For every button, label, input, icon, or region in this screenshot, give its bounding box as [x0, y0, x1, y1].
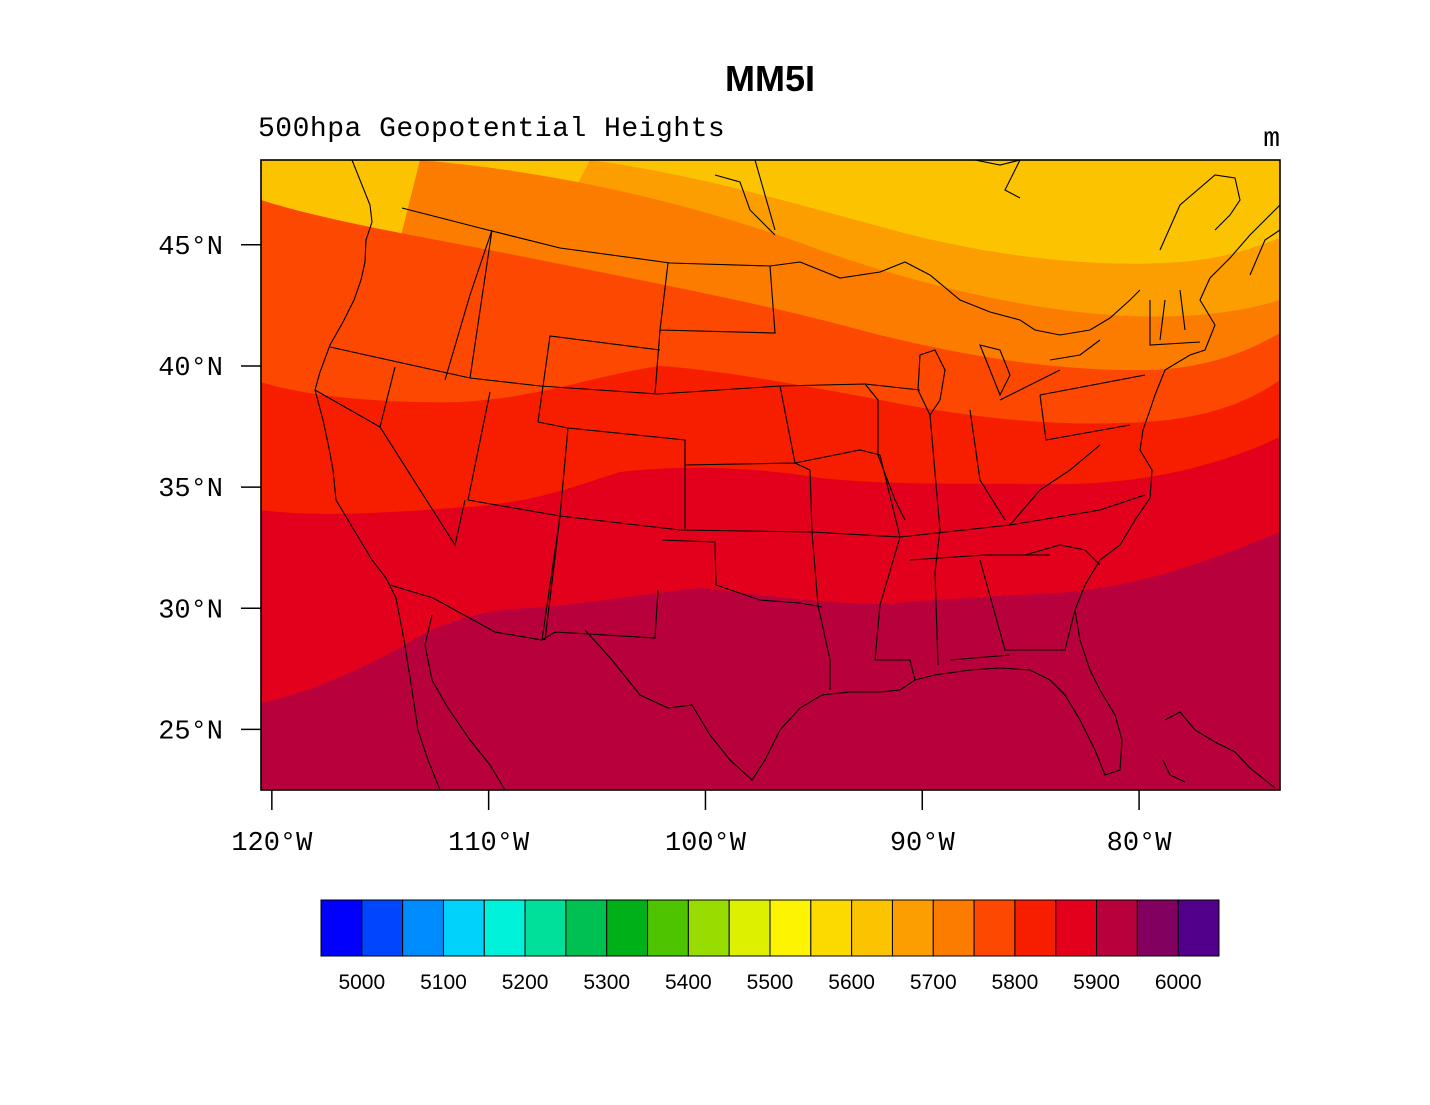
colorbar-swatch [1055, 899, 1098, 957]
lon-tick-label: 100°W [665, 829, 747, 859]
colorbar-swatch [932, 899, 975, 957]
colorbar-label: 5900 [1073, 971, 1120, 994]
colorbar-label: 5600 [828, 971, 875, 994]
lon-tick-label: 110°W [448, 829, 530, 859]
colorbar-swatch [1136, 899, 1179, 957]
colorbar-label: 5500 [747, 971, 794, 994]
colorbar-swatch [483, 899, 526, 957]
coastline-west [314, 160, 441, 790]
colorbar-label: 5000 [338, 971, 385, 994]
colorbar-swatch [402, 899, 444, 957]
lat-tick-label: 35°N [158, 475, 223, 505]
longitude-axis: 120°W 110°W 100°W 90°W 80°W [231, 790, 1172, 859]
baja-gulf-coast [424, 614, 506, 790]
canada-coast [714, 160, 1280, 276]
colorbar-swatch [1014, 899, 1057, 957]
lat-tick-label: 40°N [158, 354, 223, 384]
colorbar-label: 5400 [665, 971, 712, 994]
cuba-bahamas [1162, 711, 1276, 789]
colorbar-swatch [728, 899, 771, 957]
colorbar-swatch [1096, 899, 1138, 957]
colorbar-swatch [647, 899, 689, 957]
colorbar-swatch [769, 899, 812, 957]
state-lines [314, 229, 1201, 690]
latitude-axis: 45°N 40°N 35°N 30°N 25°N [158, 233, 261, 747]
height-field [261, 160, 1280, 790]
colorbar-swatch [361, 899, 404, 957]
great-lakes [799, 261, 1141, 417]
units-label: m [1263, 124, 1280, 155]
colorbar-swatch [442, 899, 485, 957]
colorbar-label: 6000 [1155, 971, 1202, 994]
colorbar-swatch [810, 899, 853, 957]
height-band-5900 [261, 532, 1280, 790]
page-title: MM5I [725, 58, 815, 99]
lat-tick-label: 25°N [158, 717, 223, 747]
coastline-northeast [1199, 204, 1280, 326]
colorbar-label: 5200 [502, 971, 549, 994]
lon-tick-label: 90°W [890, 829, 956, 859]
colorbar-swatch [524, 899, 567, 957]
canada-border [401, 207, 801, 267]
colorbar-swatch [565, 899, 608, 957]
lon-tick-label: 120°W [231, 829, 313, 859]
colorbar-swatch [891, 899, 934, 957]
state-boundaries [314, 160, 1280, 790]
colorbar: 5000 5100 5200 5300 5400 5500 5600 5700 5800 5900… [320, 899, 1220, 994]
lat-tick-label: 30°N [158, 596, 223, 626]
colorbar-label: 5700 [910, 971, 957, 994]
colorbar-swatch [973, 899, 1016, 957]
lat-tick-label: 45°N [158, 233, 223, 263]
plot-subtitle: 500hpa Geopotential Heights [258, 114, 726, 145]
colorbar-swatch [320, 899, 363, 957]
colorbar-swatch [851, 899, 893, 957]
colorbar-swatch [687, 899, 730, 957]
colorbar-swatch [1177, 899, 1220, 957]
coastline-gulf [584, 324, 1216, 781]
lon-tick-label: 80°W [1107, 829, 1173, 859]
colorbar-swatch [606, 899, 649, 957]
colorbar-label: 5300 [583, 971, 630, 994]
map-frame [260, 159, 1281, 791]
colorbar-label: 5800 [992, 971, 1039, 994]
colorbar-label: 5100 [420, 971, 467, 994]
